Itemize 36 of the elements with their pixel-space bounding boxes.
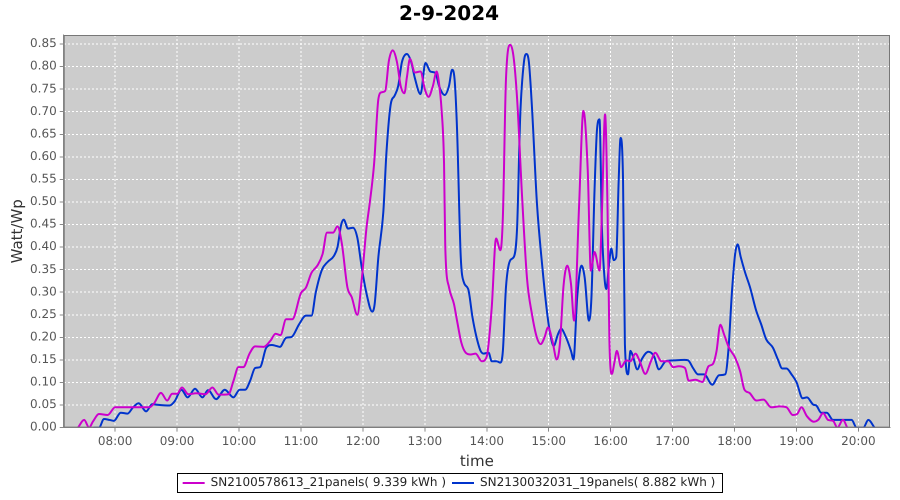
y-tick-label: 0.85 [30, 36, 57, 50]
y-tick-label: 0.30 [30, 284, 57, 298]
y-axis-title: Watt/Wp [8, 199, 26, 264]
x-tick-label: 15:00 [531, 434, 566, 448]
y-tick-label: 0.75 [30, 81, 57, 96]
y-tick-label: 0.80 [30, 58, 57, 73]
x-tick-label: 17:00 [655, 434, 690, 448]
y-tick-label: 0.05 [30, 397, 57, 412]
chart-title: 2-9-2024 [398, 1, 500, 26]
y-tick-label: 0.65 [30, 126, 57, 140]
x-tick-label: 08:00 [98, 434, 132, 448]
y-tick-label: 0.10 [30, 374, 57, 389]
x-tick-label: 13:00 [408, 434, 442, 448]
y-tick-label: 0.40 [30, 239, 57, 254]
x-tick-label: 09:00 [160, 434, 194, 448]
x-tick-label: 14:00 [469, 434, 504, 448]
y-tick-label: 0.25 [30, 306, 57, 321]
y-tick-label: 0.50 [30, 194, 57, 208]
legend-label: SN2100578613_21panels( 9.339 kWh ) [210, 475, 446, 490]
x-tick-label: 16:00 [593, 434, 628, 448]
x-tick-label: 11:00 [284, 434, 318, 448]
y-tick-label: 0.45 [30, 216, 57, 231]
y-tick-label: 0.00 [30, 420, 57, 434]
y-tick-label: 0.15 [30, 352, 57, 366]
y-tick-label: 0.35 [30, 262, 57, 276]
x-axis-title: time [460, 452, 494, 470]
x-tick-label: 18:00 [717, 434, 752, 448]
y-tick-label: 0.70 [30, 104, 57, 118]
y-tick-label: 0.55 [30, 172, 57, 186]
y-tick-label: 0.60 [30, 148, 57, 163]
legend-label: SN2130032031_19panels( 8.882 kWh ) [480, 475, 716, 490]
x-tick-label: 20:00 [841, 434, 876, 448]
x-tick-label: 19:00 [779, 434, 814, 448]
y-tick-label: 0.20 [30, 329, 57, 344]
x-tick-label: 12:00 [346, 434, 380, 448]
x-tick-label: 10:00 [222, 434, 256, 448]
